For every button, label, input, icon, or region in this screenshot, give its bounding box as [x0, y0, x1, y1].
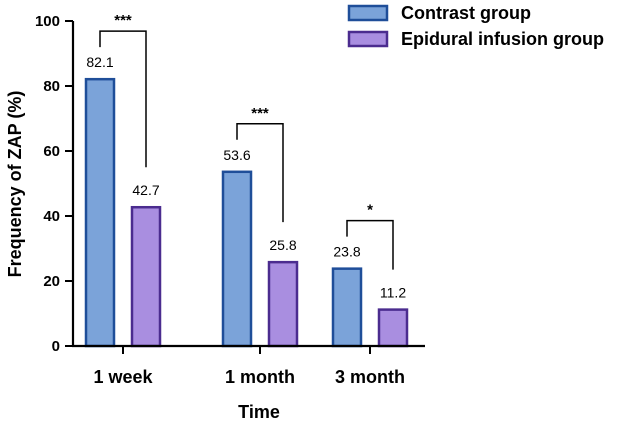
bar-epidural [377, 308, 409, 348]
bar-contrast [331, 267, 363, 348]
data-label: 23.8 [333, 244, 360, 260]
bar-epidural [130, 205, 162, 348]
x-tick-label: 3 month [335, 367, 405, 387]
bar-contrast [221, 170, 253, 348]
y-tick-label: 20 [43, 273, 60, 290]
legend: Contrast group Epidural infusion group [347, 3, 604, 49]
data-label: 53.6 [223, 147, 250, 163]
y-ticks: 0 20 40 60 80 100 [35, 13, 73, 355]
x-ticks: 1 week 1 month 3 month [93, 346, 405, 387]
x-tick-label: 1 month [225, 367, 295, 387]
significance-label: *** [114, 12, 132, 29]
data-label: 25.8 [269, 237, 296, 253]
significance-bracket [346, 219, 394, 270]
significance-label: *** [251, 105, 269, 122]
data-label: 42.7 [132, 182, 159, 198]
y-tick-label: 100 [35, 13, 60, 30]
data-label: 82.1 [86, 54, 113, 70]
significance-bracket [99, 30, 147, 168]
y-tick-label: 0 [52, 338, 60, 355]
legend-label: Contrast group [401, 3, 531, 23]
legend-swatch [347, 30, 389, 48]
y-axis-title: Frequency of ZAP (%) [5, 91, 25, 278]
x-tick-label: 1 week [93, 367, 153, 387]
y-tick-label: 60 [43, 143, 60, 160]
data-label: 11.2 [380, 285, 406, 301]
chart-marks: 82.1 42.7 *** 53.6 25.8 *** 23.8 11.2 * [84, 12, 409, 348]
significance-bracket [236, 123, 284, 223]
y-tick-label: 40 [43, 208, 60, 225]
significance-label: * [367, 202, 373, 219]
chart-axes [71, 21, 425, 348]
x-axis-title: Time [238, 402, 280, 422]
bar-epidural [267, 260, 299, 348]
legend-label: Epidural infusion group [401, 29, 604, 49]
y-tick-label: 80 [43, 78, 60, 95]
bar-contrast [84, 77, 116, 348]
legend-swatch [347, 4, 389, 22]
